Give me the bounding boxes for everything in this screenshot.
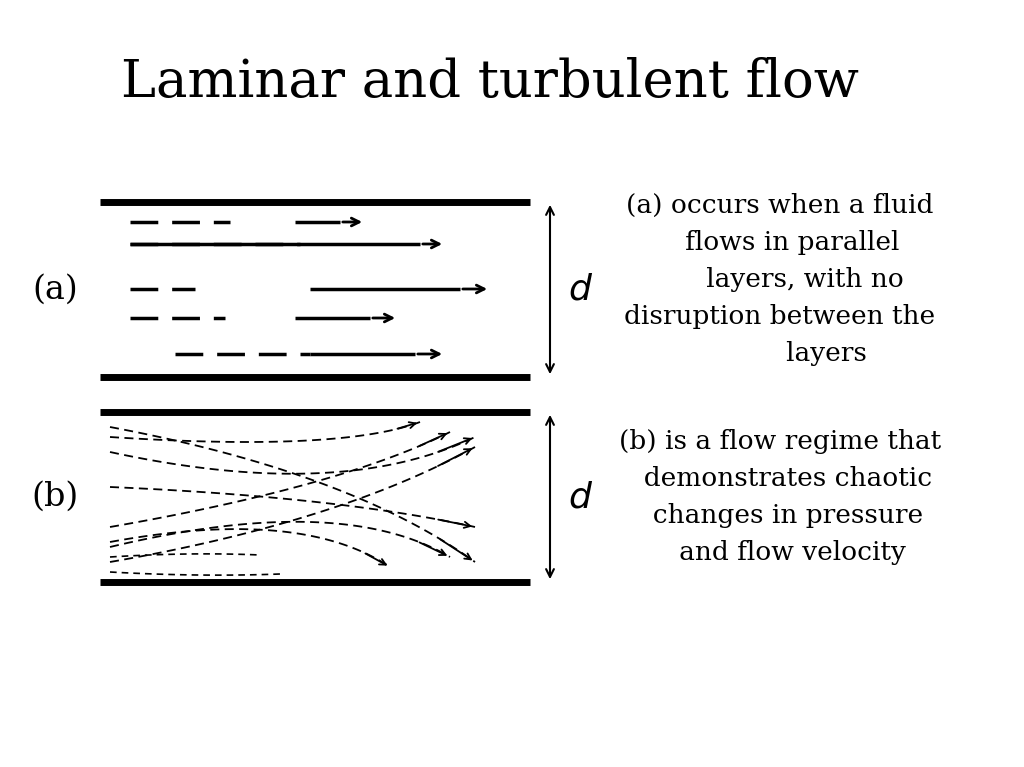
- Text: (a): (a): [32, 274, 78, 305]
- Text: (a) occurs when a fluid
   flows in parallel
      layers, with no
disruption be: (a) occurs when a fluid flows in paralle…: [625, 193, 936, 366]
- Text: $d$: $d$: [568, 272, 593, 307]
- Text: (b) is a flow regime that
  demonstrates chaotic
  changes in pressure
   and fl: (b) is a flow regime that demonstrates c…: [618, 429, 941, 565]
- Text: Laminar and turbulent flow: Laminar and turbulent flow: [121, 57, 859, 108]
- Text: (b): (b): [32, 481, 79, 513]
- Text: $d$: $d$: [568, 480, 593, 514]
